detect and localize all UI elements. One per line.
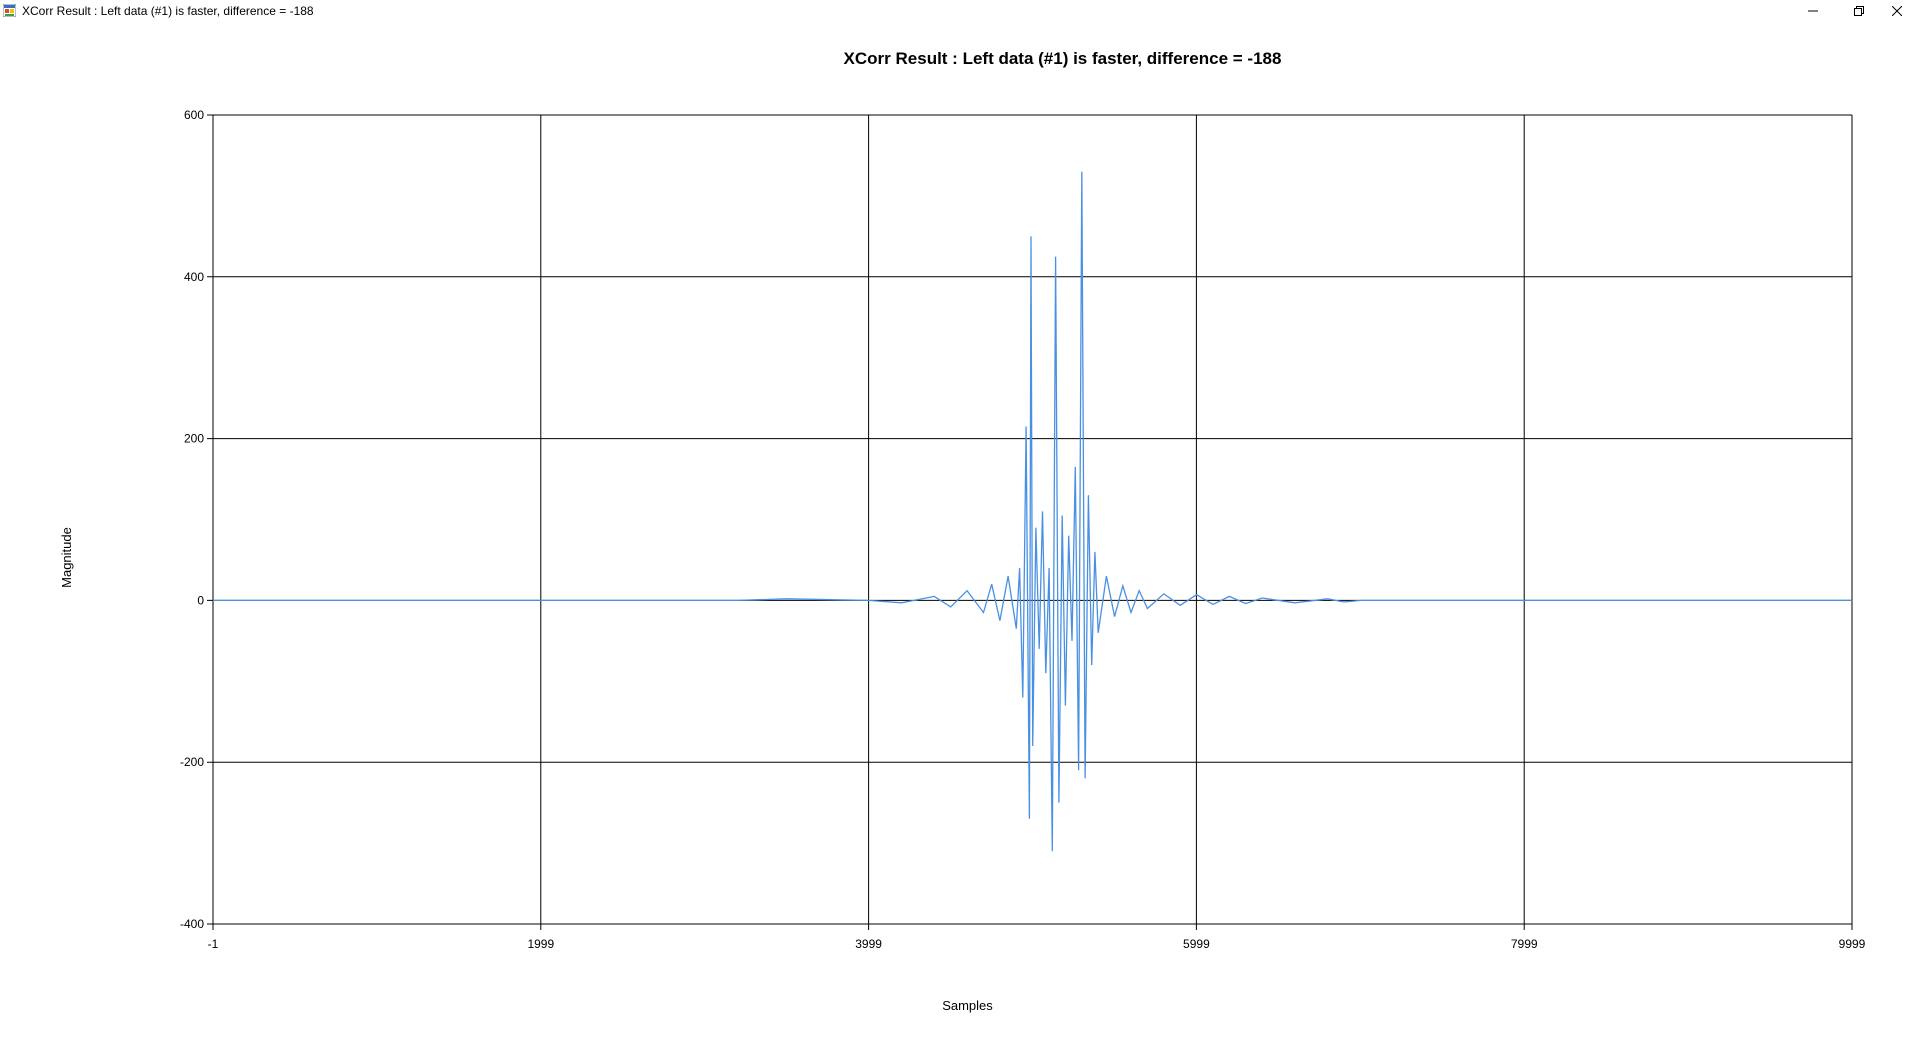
xcorr-series-line (213, 171, 1852, 852)
restore-button[interactable] (1836, 0, 1882, 22)
close-icon (1892, 6, 1902, 16)
x-tick-label: 7999 (1511, 937, 1538, 951)
minimize-button[interactable] (1790, 0, 1836, 22)
y-tick-label: 600 (184, 108, 204, 122)
minimize-icon (1808, 10, 1818, 12)
y-tick-label: -200 (180, 755, 204, 769)
app-icon (3, 4, 16, 17)
x-tick-label: 5999 (1183, 937, 1210, 951)
x-tick-label: -1 (208, 937, 219, 951)
y-tick-label: 0 (197, 593, 204, 607)
close-button[interactable] (1874, 0, 1920, 22)
y-tick-label: -400 (180, 917, 204, 931)
y-axis-label: Magnitude (59, 527, 74, 588)
x-tick-label: 3999 (855, 937, 882, 951)
window-title: XCorr Result : Left data (#1) is faster,… (22, 4, 314, 18)
xcorr-chart: XCorr Result : Left data (#1) is faster,… (59, 49, 1866, 1013)
window-titlebar: XCorr Result : Left data (#1) is faster,… (0, 0, 1920, 22)
restore-icon (1854, 6, 1864, 16)
x-tick-label: 9999 (1839, 937, 1866, 951)
y-tick-label: 200 (184, 432, 204, 446)
y-tick-label: 400 (184, 270, 204, 284)
x-tick-label: 1999 (527, 937, 554, 951)
chart-title: XCorr Result : Left data (#1) is faster,… (844, 49, 1282, 68)
x-axis-label: Samples (942, 998, 993, 1013)
